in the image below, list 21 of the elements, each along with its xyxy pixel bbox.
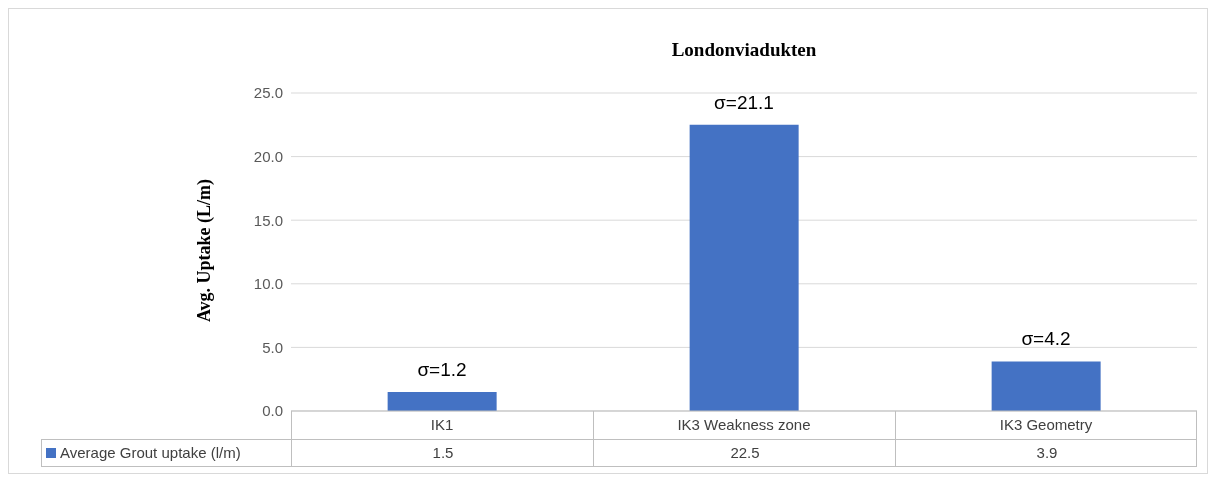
y-tick-label: 25.0 bbox=[253, 84, 283, 102]
y-tick-label: 20.0 bbox=[253, 147, 283, 165]
x-tick-label: IK1 bbox=[430, 415, 454, 433]
x-tick-label: IK3 Weakness zone bbox=[677, 415, 811, 433]
bar bbox=[689, 124, 799, 411]
bar bbox=[387, 391, 497, 411]
bar bbox=[991, 361, 1101, 411]
y-tick-label: 15.0 bbox=[253, 211, 283, 229]
y-tick-label: 0.0 bbox=[262, 402, 283, 420]
annotation: σ=21.1 bbox=[714, 91, 774, 113]
chart-title: Londonviadukten bbox=[670, 39, 818, 61]
y-axis-title: Avg. Uptake (L/m) bbox=[193, 177, 215, 325]
data-label: 3.9 bbox=[1035, 444, 1059, 461]
annotation: σ=1.2 bbox=[417, 358, 467, 380]
data-label: 22.5 bbox=[729, 444, 761, 461]
legend-label: Average Grout uptake (l/m) bbox=[60, 444, 241, 461]
data-label: 1.5 bbox=[431, 444, 455, 461]
x-tick-label: IK3 Geometry bbox=[999, 415, 1093, 433]
y-tick-label: 5.0 bbox=[262, 338, 283, 356]
annotation: σ=4.2 bbox=[1021, 328, 1071, 350]
y-tick-label: 10.0 bbox=[253, 275, 283, 293]
